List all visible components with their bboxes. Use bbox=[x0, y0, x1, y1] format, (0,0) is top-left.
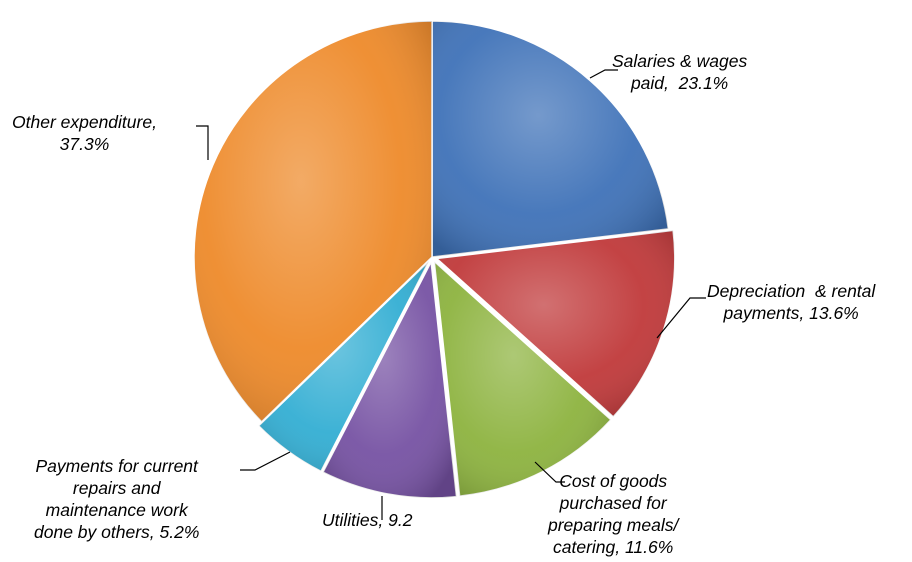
pie-slice-utilities bbox=[322, 259, 458, 499]
pie-slice-salaries bbox=[431, 20, 670, 258]
slice-label-salaries: Salaries & wages paid, 23.1% bbox=[612, 51, 748, 93]
pie-slice-cost-of-goods bbox=[433, 259, 612, 497]
leader-line-other bbox=[196, 125, 209, 160]
slice-label-repairs: Payments for current repairs and mainten… bbox=[34, 456, 200, 542]
slice-label-depreciation: Depreciation & rental payments, 13.6% bbox=[707, 281, 876, 323]
slice-label-utilities: Utilities, 9.2 bbox=[322, 510, 413, 530]
pie-slice-depreciation bbox=[435, 229, 676, 418]
slice-label-other: Other expenditure, 37.3% bbox=[12, 112, 157, 154]
pie-slice-repairs bbox=[257, 260, 430, 473]
leader-line-cost-of-goods bbox=[534, 461, 565, 483]
slice-label-cost-of-goods: Cost of goods purchased for preparing me… bbox=[548, 471, 679, 557]
leader-line-depreciation bbox=[656, 297, 706, 339]
pie-slice-other bbox=[193, 20, 433, 423]
leader-line-repairs bbox=[240, 451, 291, 471]
leader-line-salaries bbox=[589, 69, 618, 79]
